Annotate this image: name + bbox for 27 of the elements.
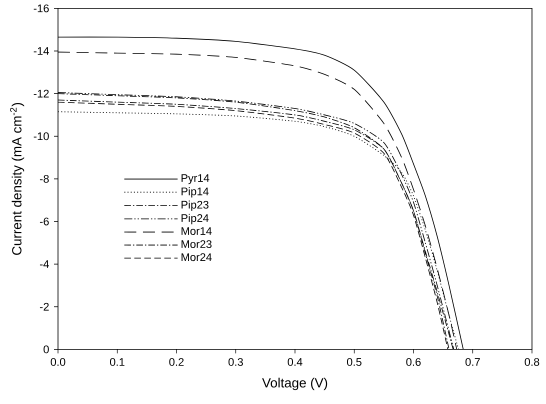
x-tick-label: 0.1 (110, 358, 124, 366)
legend-label: Mor23 (182, 240, 212, 248)
legend-label: Pyr14 (182, 174, 210, 184)
y-tick-label: -4 (40, 260, 49, 268)
y-tick-label: -14 (34, 47, 49, 55)
x-tick-label: 0.2 (169, 358, 184, 366)
y-tick-label: 0 (44, 345, 49, 354)
y-tick-label: -2 (40, 302, 49, 311)
y-tick-label: -10 (34, 132, 49, 140)
x-tick-label: 0.0 (50, 358, 66, 366)
y-axis-title: Current density (mA cm$^{-2}$) (10, 102, 24, 255)
legend-label: Pip14 (182, 187, 209, 198)
x-axis-title: Voltage (V) (262, 378, 328, 390)
y-tick-label: -16 (34, 4, 49, 12)
y-tick-label: -12 (34, 90, 49, 98)
legend-label: Mor24 (182, 253, 212, 262)
legend-label: Pip23 (182, 200, 208, 211)
y-tick-label: -8 (40, 174, 49, 183)
x-tick-label: 0.8 (524, 358, 540, 366)
legend-label: Mor14 (182, 227, 212, 235)
x-tick-label: 0.4 (288, 358, 302, 366)
x-tick-label: 0.7 (465, 358, 480, 366)
legend-label: Pip24 (182, 214, 209, 224)
x-tick-label: 0.5 (346, 358, 362, 366)
x-tick-label: 0.3 (228, 358, 243, 366)
x-tick-label: 0.6 (406, 358, 421, 366)
y-tick-label: -6 (40, 218, 49, 226)
